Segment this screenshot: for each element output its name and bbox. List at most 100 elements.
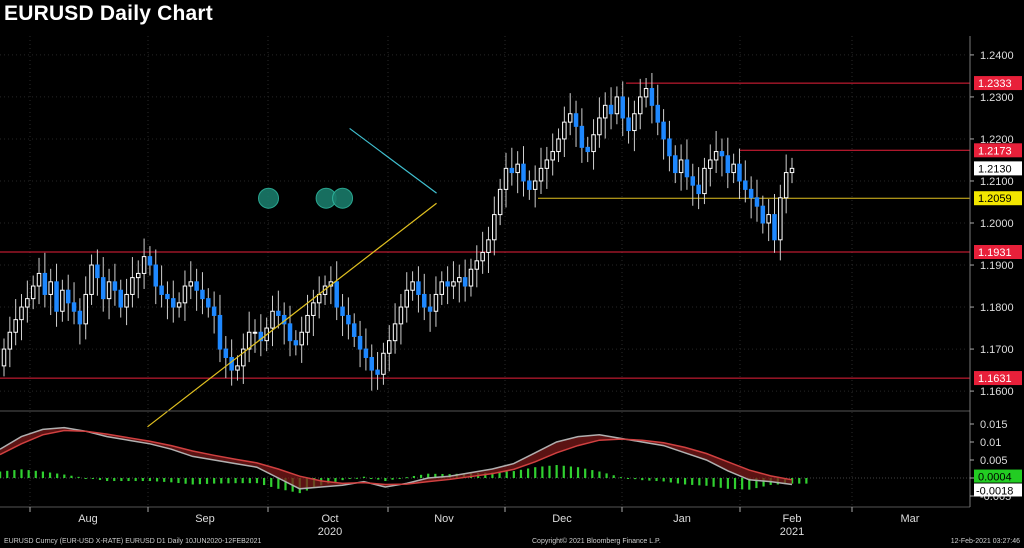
candle-up [556,138,561,153]
candle-down [667,138,672,157]
candle-up [392,323,398,342]
macd-histogram-bar [255,478,259,484]
macd-histogram-bar [655,478,658,482]
candle [351,313,357,347]
candle-up [188,281,194,287]
level-label: 1.1931 [978,247,1012,259]
candle [509,147,515,186]
candle-up [550,151,555,161]
candle [778,184,783,261]
macd-histogram-bar [576,467,580,478]
candle [141,238,147,289]
candle [760,195,766,234]
candle-up [778,197,783,241]
candle-down [527,180,532,190]
candle [270,295,275,347]
candle-up [544,159,550,169]
candle [346,297,351,340]
candle [422,273,427,321]
macd-histogram-bar [698,478,701,486]
macd-histogram-bar [798,478,801,484]
candle-up [562,121,567,140]
macd-histogram-bar [584,468,587,478]
candle-down [760,205,766,224]
candle [643,78,649,108]
price-tick-label: 1.2200 [980,134,1014,146]
candle-down [579,125,585,148]
macd-histogram-bar [719,478,722,488]
candle [241,333,246,384]
macd-histogram-bar [327,478,330,484]
candle [451,261,456,300]
macd-histogram-bar [220,478,223,484]
macd-histogram-bar [127,478,130,482]
macd-value-box [974,469,1022,483]
candle [690,163,696,206]
macd-histogram-bar [98,478,102,481]
candle [562,106,567,158]
macd-histogram-bar [427,473,430,478]
candle-up [89,264,94,295]
candle-up [398,306,404,325]
price-tick-label: 1.1700 [980,344,1014,356]
level-label: 1.2173 [978,145,1012,157]
candle-up [130,277,135,295]
macd-histogram-bar [527,468,530,478]
candle-up [678,159,684,174]
candle-down [369,356,374,371]
candle-down [206,298,211,308]
support-trendline [147,202,437,428]
candle-up [492,214,497,241]
macd-histogram-bar [362,476,366,478]
macd-histogram-bar [27,470,30,478]
macd-histogram-bar [626,478,630,479]
candle [544,146,550,189]
candle [246,311,252,363]
candle-down [719,151,725,157]
macd-histogram-bar [491,472,494,478]
candle [579,108,585,163]
price-tick-label: 1.1900 [980,260,1014,272]
candle-down [340,306,345,316]
candle [89,254,94,305]
macd-histogram-bar [191,478,194,485]
candle-up [48,281,53,295]
candle [719,138,725,177]
candle [188,261,194,300]
candle-down [211,306,217,316]
macd-histogram-bar [641,478,644,481]
candle-down [95,264,100,279]
candle-up [381,352,386,375]
macd-histogram-bar [48,472,52,478]
candle [311,289,316,337]
macd-histogram-bar [805,478,808,484]
macd-histogram-bar [562,465,565,478]
candle [299,316,304,363]
candle [614,86,620,125]
candle [118,279,123,318]
macd-histogram-bar [712,478,715,487]
candle [381,342,386,385]
candle [678,144,684,191]
candle-up [311,302,316,316]
candle [783,154,789,214]
candle-up [305,314,310,333]
candle [369,344,374,391]
candle [95,249,100,296]
candle [171,280,176,323]
pattern-markers [258,187,354,209]
candle-down [258,331,264,342]
candle [60,279,65,322]
candle [515,151,520,194]
candle [375,352,380,390]
macd-histogram-bar [534,467,537,478]
candle [673,145,678,184]
candle-down [422,293,427,308]
macd-histogram-bar [41,471,45,478]
macd-histogram-bar [34,470,37,478]
candle [71,282,77,325]
macd-histogram-bar [391,478,394,480]
candle [357,320,363,368]
candle-up [25,298,30,308]
macd-histogram-bar [56,473,59,478]
